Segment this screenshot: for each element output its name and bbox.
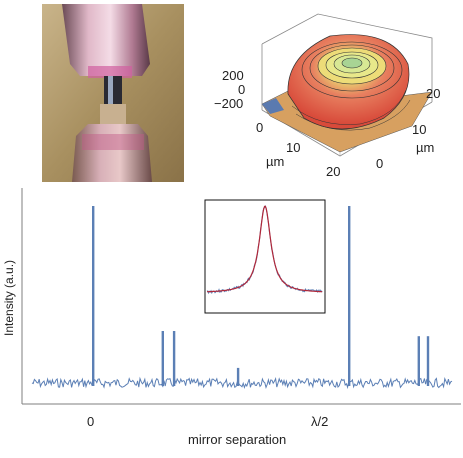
peak-3: [236, 367, 240, 386]
peak-2: [172, 331, 176, 386]
inset-fit-series: [206, 205, 323, 293]
noise-baseline: [31, 376, 453, 390]
y-tick-0: 0: [376, 156, 383, 171]
x-unit: µm: [266, 154, 284, 169]
peak-1: [161, 331, 164, 386]
y-unit: µm: [416, 140, 434, 155]
y-tick-2: 20: [426, 86, 440, 101]
peak-5: [417, 336, 420, 386]
x-tick-2: 20: [326, 164, 340, 179]
x-tick-0: 0: [256, 120, 263, 135]
peak-6: [426, 336, 430, 386]
inset-plot: [204, 199, 326, 314]
peak-4: [348, 206, 351, 386]
x-tick-label-0: 0: [87, 414, 94, 429]
z-tick-1: 0: [238, 82, 245, 97]
transmission-chart: Intensity (a.u.) mirror separation 0 λ/2: [2, 188, 461, 447]
peak-0: [92, 206, 95, 386]
z-tick-2: −200: [214, 96, 243, 111]
fiber-cavity-photo: [42, 4, 184, 182]
x-axis-label: mirror separation: [188, 432, 286, 447]
x-tick-label-1: λ/2: [311, 414, 328, 429]
z-tick-0: 200: [222, 68, 244, 83]
y-axis-label: Intensity (a.u.): [2, 260, 16, 336]
x-tick-1: 10: [286, 140, 300, 155]
y-tick-1: 10: [412, 122, 426, 137]
surface-profile-plot: 200 0 −200 0 10 20 µm 0 10 20 µm: [214, 13, 440, 179]
